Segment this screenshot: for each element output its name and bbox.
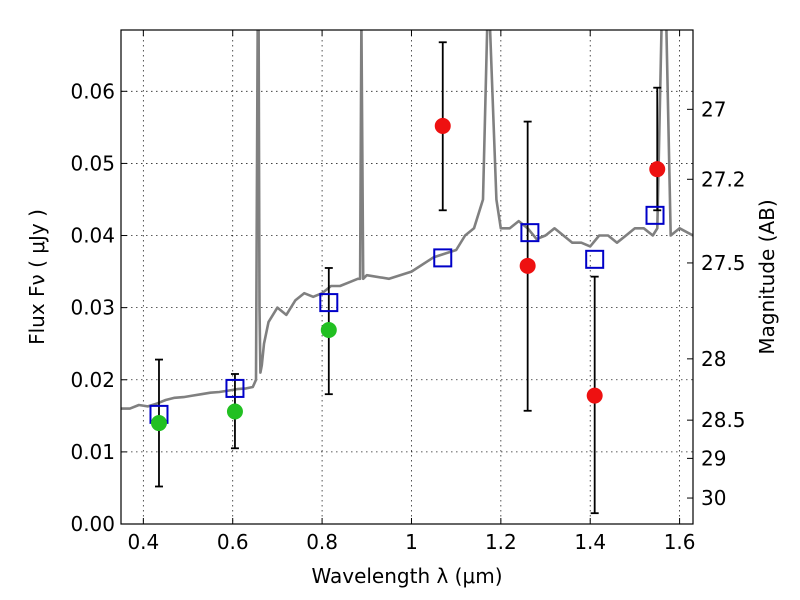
flux-point xyxy=(649,161,666,178)
model-spectrum-line xyxy=(121,30,693,410)
y-tick-label: 0.05 xyxy=(70,151,115,175)
plot-frame xyxy=(120,29,694,525)
y-axis-label: Flux Fν ( μJy ) xyxy=(25,209,49,345)
mag-tick-label: 28.5 xyxy=(701,408,746,432)
grid xyxy=(121,30,693,525)
markers xyxy=(149,117,666,432)
y-tick-label: 0.01 xyxy=(70,440,115,464)
model-photometry-square xyxy=(319,293,339,313)
model-photometry-square xyxy=(520,223,540,243)
y-tick-label: 0.04 xyxy=(70,224,115,248)
mag-tick-label: 30 xyxy=(701,486,726,510)
y-tick-label: 0.00 xyxy=(70,512,115,536)
x-tick-label: 1.6 xyxy=(664,530,696,554)
x-tick-label: 0.6 xyxy=(217,530,249,554)
error-bars xyxy=(154,41,662,515)
right-y-axis-label: Magnitude (AB) xyxy=(755,199,779,354)
flux-point xyxy=(519,257,536,274)
x-axis-label: Wavelength λ (μm) xyxy=(311,564,502,588)
mag-tick-label: 28 xyxy=(701,347,726,371)
x-tick-label: 0.4 xyxy=(127,530,159,554)
x-tick-label: 1.4 xyxy=(574,530,606,554)
model-photometry-square xyxy=(433,248,453,268)
mag-tick-label: 27 xyxy=(701,97,726,121)
flux-point xyxy=(226,403,243,420)
y-tick-label: 0.06 xyxy=(70,79,115,103)
x-tick-label: 1.2 xyxy=(485,530,517,554)
flux-point xyxy=(434,117,451,134)
y-tick-label: 0.02 xyxy=(70,368,115,392)
model-photometry-square xyxy=(225,378,245,398)
flux-point xyxy=(150,415,167,432)
mag-tick-label: 29 xyxy=(701,446,726,470)
flux-point xyxy=(586,387,603,404)
ticks: 0.4 0.6 0.8 1 1.2 1.4 1.6 0.00 0.01 0.02 0.03 0.04 0… xyxy=(70,30,746,554)
data-layer xyxy=(121,30,693,410)
x-tick-label: 1 xyxy=(405,530,418,554)
y-tick-label: 0.03 xyxy=(70,296,115,320)
model-photometry-square xyxy=(585,249,605,269)
model-photometry-square xyxy=(645,205,665,225)
flux-point xyxy=(320,322,337,339)
mag-tick-label: 27.5 xyxy=(701,251,746,275)
mag-tick-label: 27.2 xyxy=(701,167,746,191)
x-tick-label: 0.8 xyxy=(306,530,338,554)
